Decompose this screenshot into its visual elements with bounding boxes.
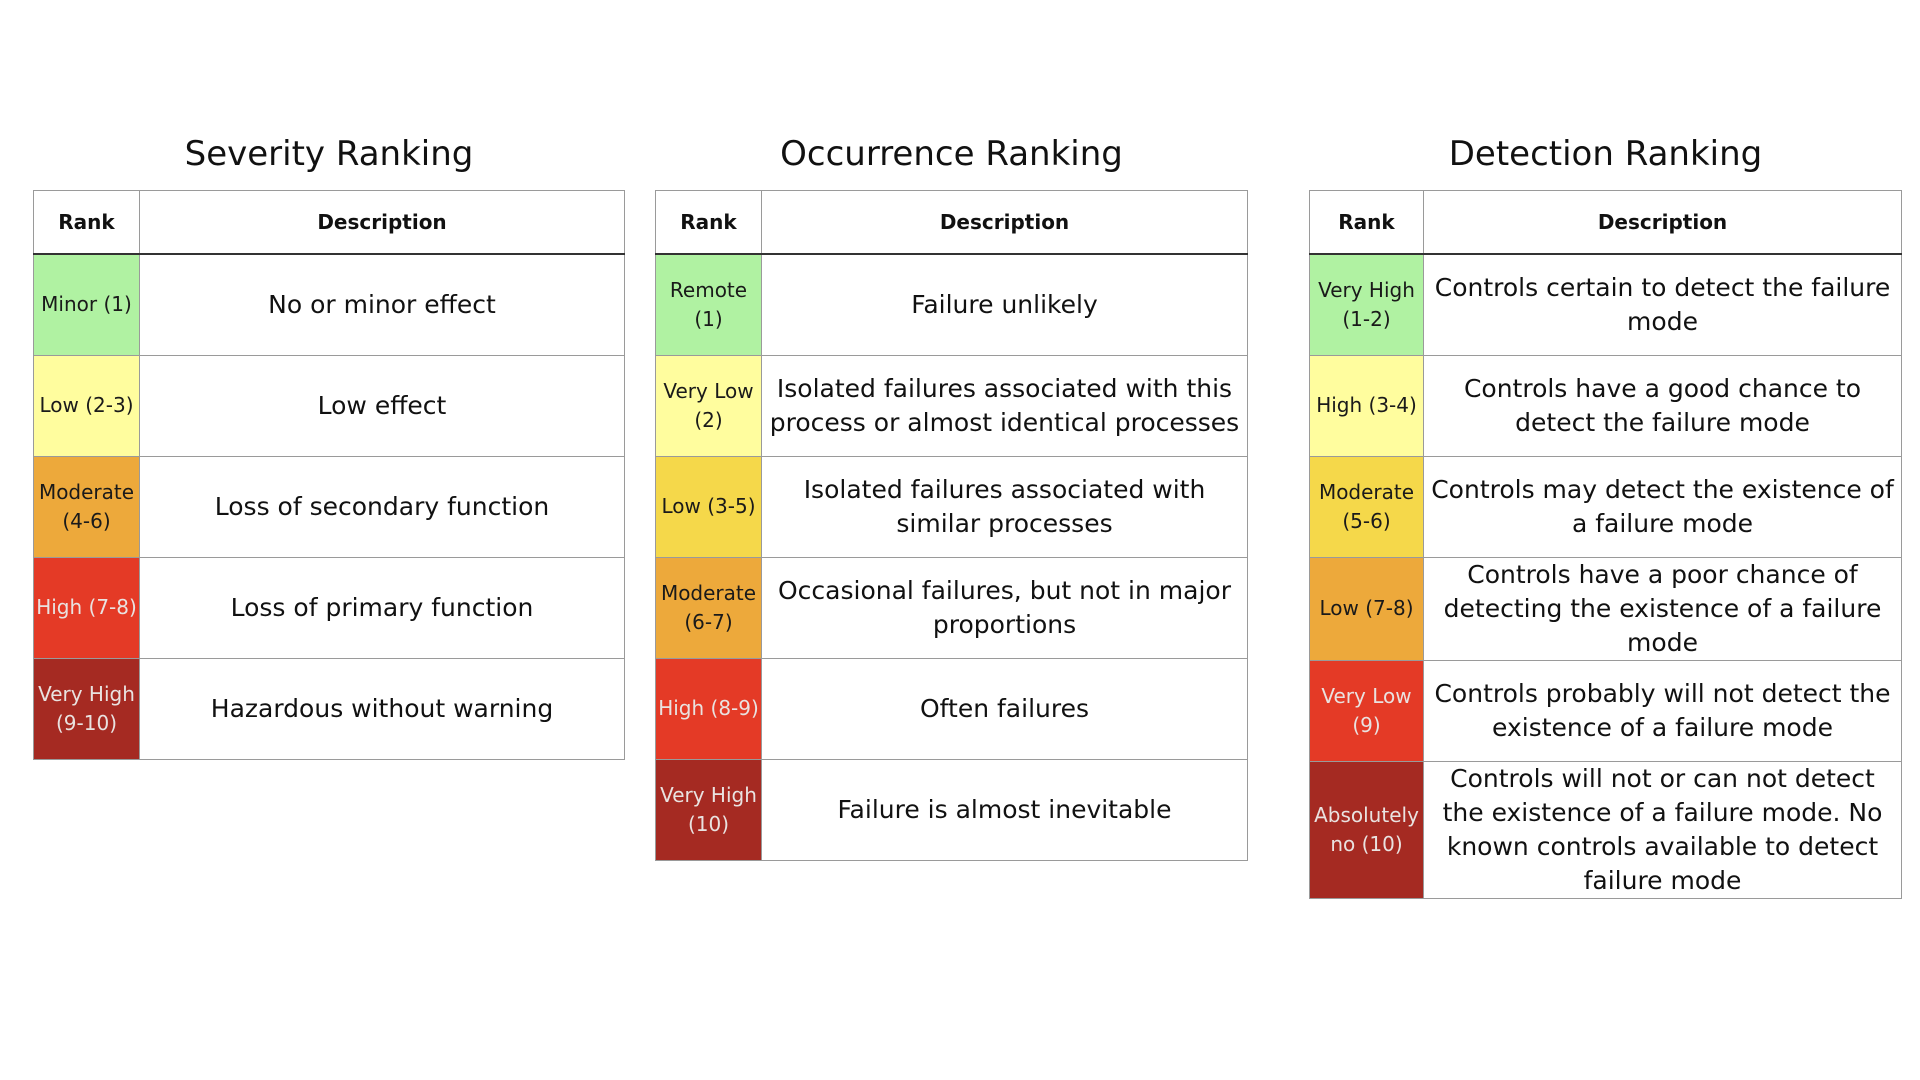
rank-cell: Very Low (9) bbox=[1309, 659, 1424, 762]
detection-header-row: Rank Description bbox=[1309, 190, 1902, 255]
severity-row: Low (2-3) Low effect bbox=[33, 354, 625, 457]
occurrence-row: Moderate (6-7) Occasional failures, but n… bbox=[655, 556, 1248, 659]
detection-panel: Detection Ranking Rank Description Very … bbox=[1309, 130, 1902, 899]
description-cell: Failure is almost inevitable bbox=[761, 758, 1248, 861]
description-column-header: Description bbox=[139, 190, 625, 255]
rank-cell: Low (7-8) bbox=[1309, 556, 1424, 661]
occurrence-row: Very High (10) Failure is almost inevitab… bbox=[655, 758, 1248, 861]
description-cell: No or minor effect bbox=[139, 253, 625, 356]
description-cell: Controls have a good chance to detect th… bbox=[1423, 354, 1902, 457]
rank-column-header: Rank bbox=[33, 190, 140, 255]
description-cell: Failure unlikely bbox=[761, 253, 1248, 356]
description-cell: Controls certain to detect the failure m… bbox=[1423, 253, 1902, 356]
rank-cell: High (7-8) bbox=[33, 556, 140, 659]
rank-cell: Low (3-5) bbox=[655, 455, 762, 558]
rank-cell: Moderate (6-7) bbox=[655, 556, 762, 659]
occurrence-header-row: Rank Description bbox=[655, 190, 1248, 255]
severity-row: Very High (9-10) Hazardous without warnin… bbox=[33, 657, 625, 760]
detection-row: Very Low (9) Controls probably will not d… bbox=[1309, 659, 1902, 762]
description-cell: Isolated failures associated with simila… bbox=[761, 455, 1248, 558]
severity-row: Moderate (4-6) Loss of secondary function bbox=[33, 455, 625, 558]
rank-cell: Minor (1) bbox=[33, 253, 140, 356]
occurrence-row: Remote (1) Failure unlikely bbox=[655, 253, 1248, 356]
description-cell: Loss of primary function bbox=[139, 556, 625, 659]
occurrence-panel: Occurrence Ranking Rank Description Remo… bbox=[655, 130, 1248, 861]
description-cell: Hazardous without warning bbox=[139, 657, 625, 760]
description-cell: Loss of secondary function bbox=[139, 455, 625, 558]
rank-column-header: Rank bbox=[655, 190, 762, 255]
description-cell: Controls probably will not detect the ex… bbox=[1423, 659, 1902, 762]
occurrence-table: Rank Description Remote (1) Failure unlik… bbox=[655, 190, 1248, 861]
occurrence-row: Very Low (2) Isolated failures associated… bbox=[655, 354, 1248, 457]
detection-row: Low (7-8) Controls have a poor chance of … bbox=[1309, 556, 1902, 661]
rank-cell: Low (2-3) bbox=[33, 354, 140, 457]
detection-row: Moderate (5-6) Controls may detect the ex… bbox=[1309, 455, 1902, 558]
detection-row: Very High (1-2) Controls certain to detec… bbox=[1309, 253, 1902, 356]
occurrence-row: High (8-9) Often failures bbox=[655, 657, 1248, 760]
rank-cell: High (3-4) bbox=[1309, 354, 1424, 457]
rank-cell: High (8-9) bbox=[655, 657, 762, 760]
detection-title: Detection Ranking bbox=[1448, 134, 1763, 174]
description-cell: Controls may detect the existence of a f… bbox=[1423, 455, 1902, 558]
occurrence-title: Occurrence Ranking bbox=[780, 134, 1123, 174]
detection-row: Absolutely no (10) Controls will not or c… bbox=[1309, 760, 1902, 899]
description-column-header: Description bbox=[761, 190, 1248, 255]
rank-cell: Absolutely no (10) bbox=[1309, 760, 1424, 899]
rank-cell: Moderate (4-6) bbox=[33, 455, 140, 558]
description-cell: Often failures bbox=[761, 657, 1248, 760]
rank-cell: Very High (10) bbox=[655, 758, 762, 861]
rank-cell: Very High (9-10) bbox=[33, 657, 140, 760]
severity-panel: Severity Ranking Rank Description Minor … bbox=[33, 130, 625, 760]
detection-row: High (3-4) Controls have a good chance to… bbox=[1309, 354, 1902, 457]
rank-cell: Very High (1-2) bbox=[1309, 253, 1424, 356]
description-cell: Controls will not or can not detect the … bbox=[1423, 760, 1902, 899]
description-cell: Controls have a poor chance of detecting… bbox=[1423, 556, 1902, 661]
rank-column-header: Rank bbox=[1309, 190, 1424, 255]
severity-header-row: Rank Description bbox=[33, 190, 625, 255]
severity-row: High (7-8) Loss of primary function bbox=[33, 556, 625, 659]
description-cell: Isolated failures associated with this p… bbox=[761, 354, 1248, 457]
rank-cell: Moderate (5-6) bbox=[1309, 455, 1424, 558]
detection-table: Rank Description Very High (1-2) Controls… bbox=[1309, 190, 1902, 899]
occurrence-row: Low (3-5) Isolated failures associated wi… bbox=[655, 455, 1248, 558]
severity-table: Rank Description Minor (1) No or minor ef… bbox=[33, 190, 625, 760]
description-cell: Low effect bbox=[139, 354, 625, 457]
severity-title: Severity Ranking bbox=[184, 134, 474, 174]
description-column-header: Description bbox=[1423, 190, 1902, 255]
rank-cell: Remote (1) bbox=[655, 253, 762, 356]
rank-cell: Very Low (2) bbox=[655, 354, 762, 457]
description-cell: Occasional failures, but not in major pr… bbox=[761, 556, 1248, 659]
severity-row: Minor (1) No or minor effect bbox=[33, 253, 625, 356]
